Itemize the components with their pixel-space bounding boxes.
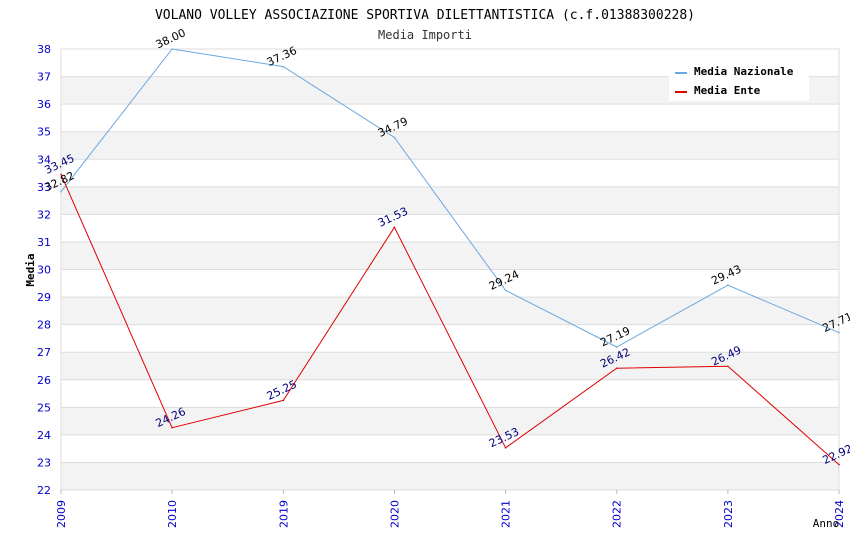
x-tick-label: 2021 [500,500,513,528]
y-tick-label: 29 [37,291,51,304]
y-tick-label: 31 [37,236,51,249]
chart-title: VOLANO VOLLEY ASSOCIAZIONE SPORTIVA DILE… [155,8,695,23]
grid-band [61,104,839,132]
data-point [727,365,729,368]
data-point [615,346,618,348]
data-point [393,226,396,229]
y-tick-label: 33 [37,181,51,194]
plot-background [60,48,840,491]
grid-band [61,131,839,160]
x-tick-label: 2023 [722,500,735,528]
x-tick-label: 2010 [166,500,179,528]
grid-band [61,186,839,215]
x-tick-label: 2020 [388,500,401,528]
grid-band [61,159,839,187]
y-tick-label: 30 [37,264,51,277]
data-point [282,399,285,402]
y-tick-label: 28 [37,319,51,332]
data-point [727,284,729,287]
grid-band [61,297,839,325]
x-axis-label: Anno [813,517,840,530]
data-point [393,136,396,139]
data-point [171,426,173,429]
grid-band [61,407,839,435]
y-axis-label: Media [24,253,37,286]
y-tick-label: 34 [37,153,51,166]
grid-band [61,241,839,270]
data-point [171,48,173,50]
grid-band [61,434,839,463]
y-tick-label: 36 [37,98,51,111]
x-axis: 2009 2010 2019 2020 2021 2022 2023 2024 [55,490,846,528]
legend-label-media-nazionale: Media Nazionale [694,65,794,78]
y-tick-label: 24 [37,429,51,442]
y-tick-label: 35 [37,126,51,139]
x-tick-label: 2024 [833,500,846,528]
y-tick-label: 23 [37,456,51,469]
y-tick-label: 25 [37,401,51,414]
chart-subtitle: Media Importi [378,28,472,42]
y-tick-label: 27 [37,346,51,359]
data-point [60,190,62,193]
legend-label-media-ente: Media Ente [694,84,761,97]
series-line-media-nazionale [60,48,840,348]
legend: Media Nazionale Media Ente [669,59,809,101]
grid-band [61,214,839,242]
grid-band [61,379,839,408]
data-point [615,367,618,369]
plot-border [60,48,840,491]
y-tick-label: 38 [37,43,51,56]
data-point [282,65,285,68]
grid-band [61,462,839,490]
data-point [504,447,507,449]
y-axis: 22 23 24 25 26 27 28 29 30 31 32 33 34 35 36 37 38 [37,43,51,497]
legend-box [669,59,809,101]
y-tick-label: 37 [37,71,51,84]
x-tick-label: 2022 [611,500,624,528]
grid-band [61,269,839,298]
data-point [838,463,840,466]
data-point [60,173,62,176]
y-tick-label: 22 [37,484,51,497]
y-tick-label: 26 [37,374,51,387]
grid-band [61,352,839,380]
y-tick-label: 32 [37,208,51,221]
data-point [838,331,840,334]
data-label: 38.00 [154,26,188,51]
x-tick-label: 2019 [277,500,290,528]
series-lines [60,48,840,466]
data-point [504,289,507,292]
series-line-media-ente [60,174,840,465]
x-tick-label: 2009 [55,500,68,528]
